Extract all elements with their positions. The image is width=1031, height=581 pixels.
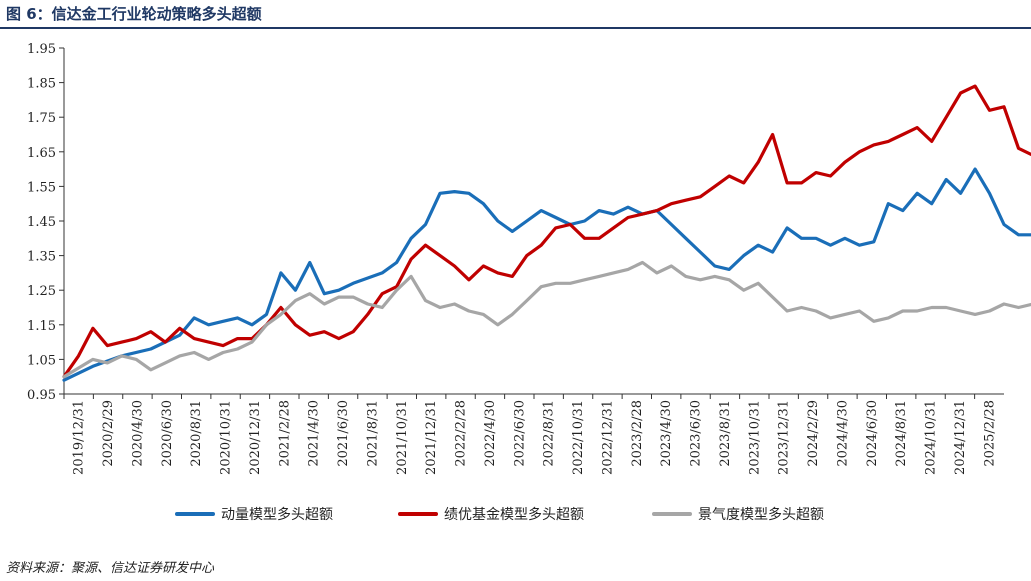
x-tick-label: 2020/6/30 — [160, 400, 175, 467]
x-tick-label: 2022/8/31 — [542, 400, 557, 467]
x-tick-label: 2020/8/31 — [189, 400, 204, 467]
x-tick-label: 2023/8/31 — [718, 400, 733, 467]
legend-swatch-prosperity — [652, 512, 692, 516]
y-tick-label: 1.95 — [27, 42, 56, 57]
x-tick-label: 2021/4/30 — [307, 400, 322, 467]
x-tick-label: 2023/10/31 — [747, 400, 762, 475]
x-tick-label: 2024/4/30 — [835, 400, 850, 467]
x-tick-label: 2022/10/31 — [571, 400, 586, 475]
x-tick-label: 2021/10/31 — [395, 400, 410, 475]
y-tick-label: 1.35 — [27, 250, 56, 265]
x-tick-label: 2025/2/28 — [982, 400, 997, 467]
x-tick-label: 2023/12/31 — [777, 400, 792, 475]
x-tick-label: 2024/10/31 — [924, 400, 939, 475]
x-tick-label: 2023/6/30 — [689, 400, 704, 467]
chart-title: 图 6：信达金工行业轮动策略多头超额 — [6, 5, 262, 23]
x-tick-label: 2020/12/31 — [248, 400, 263, 475]
x-tick-label: 2022/2/28 — [454, 400, 469, 467]
y-tick-label: 1.15 — [27, 319, 56, 334]
y-tick-label: 1.75 — [27, 111, 56, 126]
x-tick-label: 2023/4/30 — [659, 400, 674, 467]
y-tick-label: 1.85 — [27, 77, 56, 92]
y-tick-label: 1.05 — [27, 353, 56, 368]
line-chart: 0.95 1.05 1.15 1.25 1.35 1.45 1.55 1.65 1.75 1.85… — [27, 42, 1031, 475]
legend-swatch-momentum — [175, 512, 215, 516]
x-tick-label: 2020/2/29 — [101, 400, 116, 467]
x-tick-label: 2021/2/28 — [277, 400, 292, 467]
y-tick-label: 1.65 — [27, 146, 56, 161]
x-axis: 2019/12/31 2020/2/29 2020/4/30 2020/6/30 202… — [63, 393, 1004, 475]
x-tick-label: 2021/8/31 — [365, 400, 380, 467]
title-underline — [0, 27, 1031, 29]
y-axis: 0.95 1.05 1.15 1.25 1.35 1.45 1.55 1.65 1.75 1.85… — [27, 42, 65, 403]
legend-item-prosperity: 景气度模型多头超额 — [652, 502, 824, 526]
x-tick-label: 2024/12/31 — [953, 400, 968, 475]
x-tick-label: 2022/6/30 — [512, 400, 527, 467]
x-tick-label: 2021/12/31 — [424, 400, 439, 475]
y-tick-label: 1.45 — [27, 215, 56, 230]
source-note: 资料来源：聚源、信达证券研发中心 — [6, 561, 215, 576]
x-tick-label: 2024/2/29 — [806, 400, 821, 467]
x-tick-label: 2021/6/30 — [336, 400, 351, 467]
legend: 动量模型多头超额 绩优基金模型多头超额 景气度模型多头超额 — [0, 502, 1031, 526]
y-tick-label: 1.25 — [27, 284, 56, 299]
legend-label-prosperity: 景气度模型多头超额 — [698, 507, 824, 523]
y-tick-label: 1.55 — [27, 180, 56, 195]
x-tick-label: 2024/8/31 — [894, 400, 909, 467]
x-tick-label: 2020/10/31 — [219, 400, 234, 475]
y-tick-label: 0.95 — [27, 388, 56, 403]
legend-item-momentum: 动量模型多头超额 — [175, 502, 333, 526]
series-line-2 — [62, 260, 1031, 379]
legend-item-fund: 绩优基金模型多头超额 — [398, 502, 584, 526]
x-tick-label: 2022/4/30 — [483, 400, 498, 467]
series-layer — [62, 84, 1031, 382]
series-line-1 — [62, 84, 1031, 379]
legend-swatch-fund — [398, 512, 438, 516]
x-tick-label: 2023/2/28 — [630, 400, 645, 467]
legend-label-fund: 绩优基金模型多头超额 — [444, 507, 584, 523]
series-line-0 — [62, 167, 1031, 382]
x-tick-label: 2019/12/31 — [72, 400, 87, 475]
x-tick-label: 2020/4/30 — [130, 400, 145, 467]
x-tick-label: 2022/12/31 — [600, 400, 615, 475]
x-tick-label: 2024/6/30 — [865, 400, 880, 467]
legend-label-momentum: 动量模型多头超额 — [221, 507, 333, 523]
